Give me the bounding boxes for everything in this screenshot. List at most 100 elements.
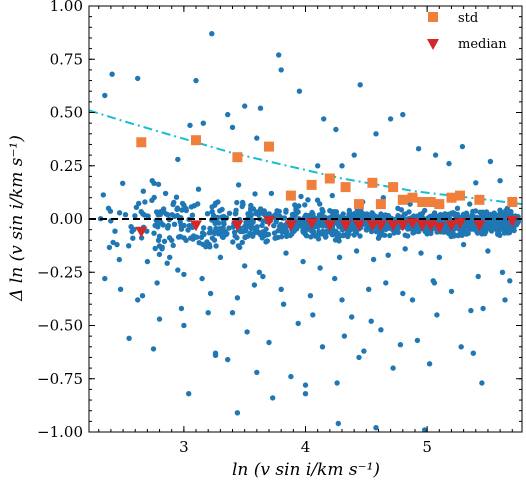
cloud-point bbox=[302, 202, 308, 208]
cloud-point bbox=[149, 197, 155, 203]
y-tick-label: 0.75 bbox=[50, 50, 83, 68]
scatter-point bbox=[363, 227, 369, 233]
scatter-point bbox=[422, 427, 428, 433]
cloud-point bbox=[170, 242, 176, 249]
scatter-point bbox=[400, 290, 406, 297]
scatter-point bbox=[502, 297, 508, 303]
scatter-point bbox=[135, 297, 141, 303]
scatter-point bbox=[102, 92, 108, 99]
cloud-point bbox=[513, 222, 520, 228]
scatter-point bbox=[270, 395, 276, 401]
scatter-point bbox=[175, 267, 181, 273]
cloud-point bbox=[120, 180, 126, 186]
cloud-point bbox=[173, 194, 180, 200]
cloud-point bbox=[211, 237, 218, 243]
cloud-point bbox=[155, 237, 162, 243]
scatter-point bbox=[254, 369, 260, 376]
scatter-point bbox=[217, 254, 224, 260]
scatter-point bbox=[495, 229, 501, 235]
cloud-point bbox=[250, 225, 257, 231]
scatter-point bbox=[242, 103, 248, 109]
scatter-point bbox=[460, 241, 467, 248]
cloud-point bbox=[177, 219, 183, 225]
cloud-point bbox=[336, 224, 342, 230]
cloud-point bbox=[283, 209, 289, 215]
scatter-point bbox=[302, 391, 309, 397]
cloud-point bbox=[252, 191, 258, 197]
scatter-point bbox=[278, 286, 284, 292]
cloud-point bbox=[164, 260, 170, 266]
scatter-point bbox=[366, 286, 372, 292]
scatter-point bbox=[114, 241, 120, 248]
cloud-point bbox=[485, 225, 491, 231]
cloud-point bbox=[247, 230, 253, 237]
cloud-point bbox=[116, 210, 123, 216]
cloud-point bbox=[242, 223, 248, 230]
scatter-point bbox=[272, 235, 278, 241]
scatter-point bbox=[375, 235, 382, 241]
std-marker bbox=[397, 194, 408, 205]
scatter-point bbox=[209, 31, 215, 37]
median-marker bbox=[416, 220, 429, 232]
cloud-point bbox=[136, 200, 142, 207]
scatter-point bbox=[432, 152, 439, 158]
cloud-point bbox=[138, 209, 144, 215]
scatter-point bbox=[149, 178, 155, 184]
scatter-point bbox=[422, 207, 428, 214]
overlay-lines bbox=[88, 109, 523, 220]
std-marker bbox=[474, 194, 485, 205]
median-marker bbox=[339, 220, 352, 232]
cloud-point bbox=[276, 208, 282, 215]
cloud-point bbox=[406, 209, 412, 215]
scatter-point bbox=[383, 280, 389, 286]
scatter-point bbox=[260, 273, 266, 280]
scatter-point bbox=[409, 297, 416, 303]
scatter-point bbox=[442, 229, 449, 235]
cloud-point bbox=[155, 181, 162, 187]
scatter-point bbox=[436, 254, 442, 260]
cloud-point bbox=[242, 234, 248, 241]
scatter-point bbox=[200, 120, 206, 126]
median-marker bbox=[263, 216, 275, 228]
scatter-point bbox=[220, 229, 226, 235]
cloud-point bbox=[126, 243, 132, 249]
scatter-point bbox=[142, 199, 148, 205]
scatter-point bbox=[175, 156, 181, 163]
scatter-point bbox=[266, 339, 272, 346]
legend-median-marker bbox=[427, 39, 439, 50]
scatter-point bbox=[215, 199, 221, 205]
scatter-point bbox=[402, 246, 408, 252]
cloud-point bbox=[278, 234, 285, 240]
cloud-point bbox=[272, 211, 279, 218]
scatter-point bbox=[203, 244, 209, 250]
scatter-point bbox=[229, 124, 236, 131]
cloud-point bbox=[490, 224, 496, 231]
cloud-point bbox=[295, 209, 301, 215]
scatter-point bbox=[353, 248, 360, 254]
std-marker bbox=[306, 179, 317, 190]
scatter-point bbox=[300, 258, 306, 265]
cloud-point bbox=[243, 219, 249, 226]
cloud-point bbox=[300, 221, 306, 228]
scatter-point bbox=[199, 275, 205, 282]
cloud-point bbox=[185, 227, 191, 233]
median-marker bbox=[353, 220, 365, 232]
std-marker bbox=[340, 182, 351, 193]
scatter-point bbox=[187, 122, 193, 128]
scatter-point bbox=[424, 231, 430, 237]
scatter-point bbox=[321, 116, 327, 122]
std-marker bbox=[232, 152, 243, 163]
cloud-point bbox=[179, 200, 186, 207]
median-marker bbox=[135, 226, 148, 238]
std-marker bbox=[354, 199, 364, 210]
scatter-point bbox=[225, 111, 231, 118]
scatter-point bbox=[280, 301, 287, 307]
scatter-point bbox=[405, 233, 411, 239]
scatter-point bbox=[235, 182, 242, 188]
scatter-point bbox=[479, 231, 485, 237]
scatter-point bbox=[334, 380, 340, 386]
scatter-point bbox=[368, 318, 374, 324]
scatter-point bbox=[183, 207, 189, 214]
cloud-point bbox=[314, 197, 321, 203]
cloud-point bbox=[331, 209, 337, 215]
